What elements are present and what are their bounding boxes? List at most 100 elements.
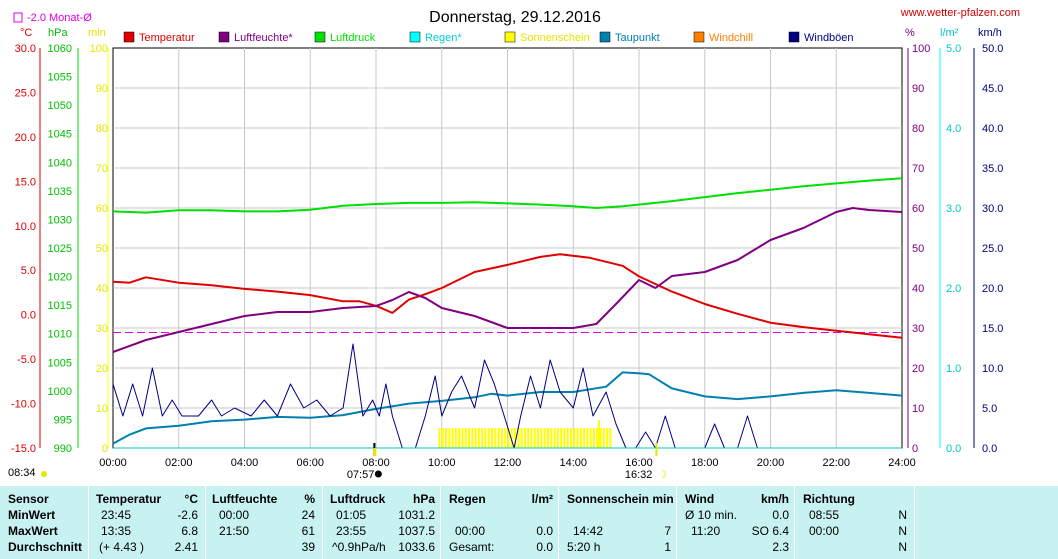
minutes-tick-label: 100 (90, 43, 108, 55)
wind-tick-label: 25.0 (982, 243, 1003, 255)
minutes-tick-label: 50 (96, 243, 108, 255)
sunset-label: 16:32 (625, 469, 653, 481)
legend-label: Luftdruck (330, 32, 376, 44)
sunshine-bar (481, 428, 484, 448)
sunshine-bar (550, 428, 553, 448)
pressure-tick-label: 1030 (48, 214, 72, 226)
sunshine-bar (597, 420, 600, 448)
wind-tick-label: 5.0 (982, 403, 997, 415)
sunshine-bar (586, 428, 589, 448)
sunshine-bar (573, 428, 576, 448)
sunshine-bar (563, 428, 566, 448)
temp-avg-value: 2.41 (174, 540, 198, 554)
sunshine-bar (602, 428, 605, 448)
month-avg-label: -2.0 Monat-Ø (27, 12, 92, 24)
sunshine-bar (596, 428, 599, 448)
rain-max-time: 00:00 (455, 524, 486, 538)
hum-max-value: 61 (301, 524, 315, 538)
summary-col-sensor: Sensor MinWert MaxWert Durchschnitt (0, 486, 88, 559)
sunshine-bar (560, 428, 563, 448)
sunrise-label: 07:57 (347, 469, 375, 481)
percent-tick-label: 30 (912, 323, 924, 335)
pressure-tick-label: 1050 (48, 100, 72, 112)
row-label-min: MinWert (8, 508, 56, 522)
legend-swatch (693, 31, 705, 43)
temp-min-time: 23:45 (101, 508, 132, 522)
hum-avg-value: 39 (301, 540, 315, 554)
sunshine-bar (477, 428, 480, 448)
sunrise-dot (374, 470, 382, 478)
summary-col-wind: Wind km/h Ø 10 min. 0.0 11:20 SO 6.4 2.3 (676, 486, 795, 559)
sunshine-bar (448, 428, 451, 448)
series-line-taupunkt (112, 371, 903, 445)
press-trend: ^0.9hPa/h (332, 540, 386, 554)
temp-tick-label: 25.0 (15, 87, 36, 99)
row-label-max: MaxWert (8, 524, 58, 538)
pressure-tick-label: 1005 (48, 357, 72, 369)
temp-tick-label: 0.0 (21, 310, 36, 322)
hum-max-time: 21:50 (219, 524, 250, 538)
rain-tick-label: 0.0 (946, 443, 961, 455)
sunshine-bar (500, 428, 503, 448)
sun-total-hours: 5:20 h (567, 540, 601, 554)
sunshine-bar (592, 428, 595, 448)
sunrise-marker-fill (373, 448, 377, 456)
sunshine-bar (523, 428, 526, 448)
summary-col-temperature: Temperatur °C 23:45 -2.6 13:35 6.8 (+ 4.43 … (88, 486, 206, 559)
temp-tick-label: -10.0 (11, 399, 36, 411)
sunshine-bar (566, 428, 569, 448)
x-tick-label: 18:00 (691, 457, 719, 469)
percent-tick-label: 90 (912, 83, 924, 95)
series-line-temperatur (112, 253, 903, 339)
percent-tick-label: 40 (912, 283, 924, 295)
temp-tick-label: 20.0 (15, 132, 36, 144)
sunshine-bar (507, 428, 510, 448)
pressure-tick-label: 1055 (48, 72, 72, 84)
row-label-avg: Durchschnitt (8, 540, 83, 554)
rain-total-label: Gesamt: (449, 540, 495, 554)
sunshine-bar (609, 428, 612, 448)
legend-label: Windchill (709, 32, 753, 44)
x-tick-label: 02:00 (165, 457, 193, 469)
temp-min-value: -2.6 (177, 508, 198, 522)
rain-tick-label: 1.0 (946, 363, 961, 375)
sunset-glyph: ☽ (657, 469, 667, 481)
legend-label: Temperatur (139, 32, 195, 44)
wind-tick-label: 0.0 (982, 443, 997, 455)
sunshine-bar (546, 428, 549, 448)
sun-max-value: 7 (664, 524, 671, 538)
percent-tick-label: 0 (912, 443, 918, 455)
temp-tick-label: -5.0 (17, 354, 36, 366)
x-tick-label: 22:00 (822, 457, 850, 469)
minutes-tick-label: 80 (96, 123, 108, 135)
summary-header-sensor: Sensor (8, 492, 49, 506)
summary-col-humidity: Luftfeuchte% 00:00 24 21:50 61 39 (205, 486, 323, 559)
press-max-time: 23:55 (336, 524, 367, 538)
rain-total-value: 0.0 (536, 540, 553, 554)
summary-header-direction: Richtung (803, 492, 855, 506)
sunshine-bar (543, 428, 546, 448)
summary-unit-wind: km/h (760, 492, 789, 506)
series-line-luftfeuchte (112, 207, 903, 353)
x-tick-label: 04:00 (231, 457, 259, 469)
dir-min-value: N (898, 508, 907, 522)
legend-swatch (123, 31, 135, 43)
wind-tick-label: 10.0 (982, 363, 1003, 375)
sunshine-bar (540, 428, 543, 448)
pressure-tick-label: 1020 (48, 272, 72, 284)
legend-swatch (314, 31, 326, 43)
sunshine-bar (589, 428, 592, 448)
wind-tick-label: 20.0 (982, 283, 1003, 295)
x-tick-label: 12:00 (494, 457, 522, 469)
sunshine-bar (461, 428, 464, 448)
x-tick-label: 16:00 (625, 457, 653, 469)
summary-col-direction: Richtung 08:55 N 00:00 N N (794, 486, 915, 559)
start-time-label: 08:34 (8, 467, 36, 479)
pressure-tick-label: 990 (54, 443, 72, 455)
press-min-value: 1031.2 (398, 508, 435, 522)
percent-tick-label: 10 (912, 403, 924, 415)
summary-unit-rain: l/m² (531, 492, 553, 506)
pressure-tick-label: 1045 (48, 129, 72, 141)
temp-tick-label: 10.0 (15, 221, 36, 233)
